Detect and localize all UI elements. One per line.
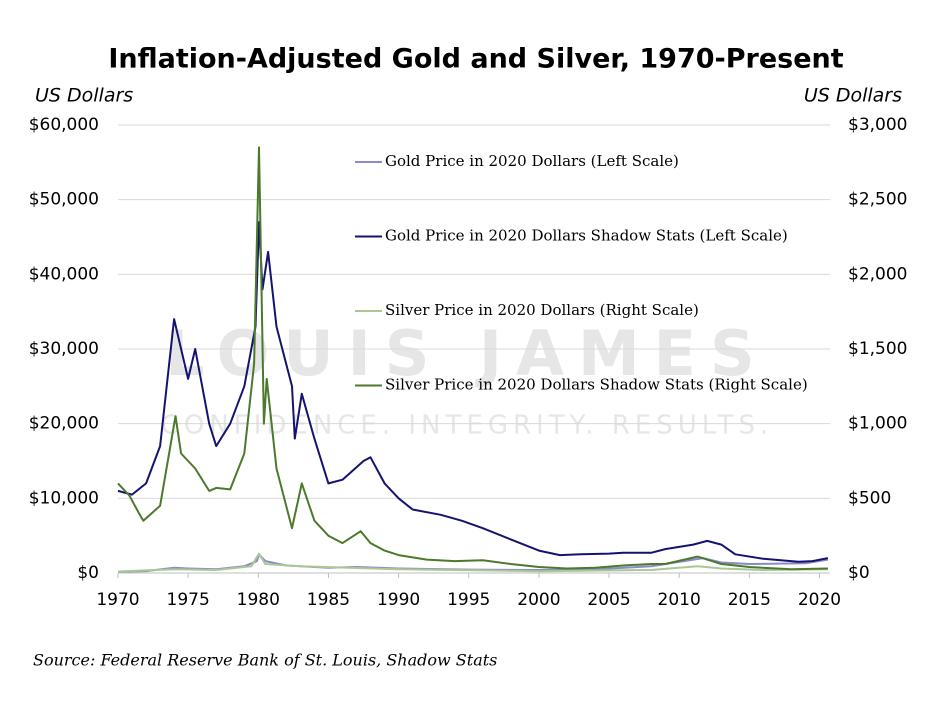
y-tick-label: $10,000 [29,488,99,508]
x-tick-label: 1985 [307,590,350,610]
x-tick-label: 2005 [587,590,630,610]
series-line [117,552,828,573]
source-note: Source: Federal Reserve Bank of St. Loui… [33,651,497,670]
y2-tick-label: $1,000 [848,414,907,434]
y-axis-label: US Dollars [35,85,133,107]
y-tick-label: $0 [77,563,99,583]
x-tick-label: 1975 [167,590,210,610]
y2-tick-label: $2,500 [848,190,907,210]
chart-title: Inflation-Adjusted Gold and Silver, 1970… [108,44,843,75]
series-line [117,221,829,563]
legend-label: Gold Price in 2020 Dollars (Left Scale) [385,152,679,170]
legend-label: Silver Price in 2020 Dollars (Right Scal… [385,301,699,319]
x-tick-label: 1980 [237,590,280,610]
legend-label: Silver Price in 2020 Dollars Shadow Stat… [385,376,808,394]
y2-tick-label: $2,000 [848,264,907,284]
y2-tick-label: $500 [848,488,891,508]
x-tick-label: 2020 [798,590,841,610]
y-tick-label: $40,000 [29,264,99,284]
x-tick-label: 1995 [447,590,490,610]
y2-axis-label: US Dollars [804,85,902,107]
legend-label: Gold Price in 2020 Dollars Shadow Stats … [385,227,788,245]
y-tick-label: $50,000 [29,190,99,210]
watermark-tagline: CONFIDENCE. INTEGRITY. RESULTS. [161,411,774,441]
y-tick-label: $30,000 [29,339,99,359]
y-tick-label: $20,000 [29,414,99,434]
x-tick-label: 1990 [377,590,420,610]
x-tick-label: 1970 [96,590,139,610]
y2-tick-label: $0 [848,563,870,583]
y-tick-label: $60,000 [29,115,99,135]
series-line [117,146,828,571]
x-tick-label: 2000 [517,590,560,610]
y2-tick-label: $1,500 [848,339,907,359]
y2-tick-label: $3,000 [848,115,907,135]
x-tick-label: 2015 [728,590,771,610]
x-tick-label: 2010 [658,590,701,610]
